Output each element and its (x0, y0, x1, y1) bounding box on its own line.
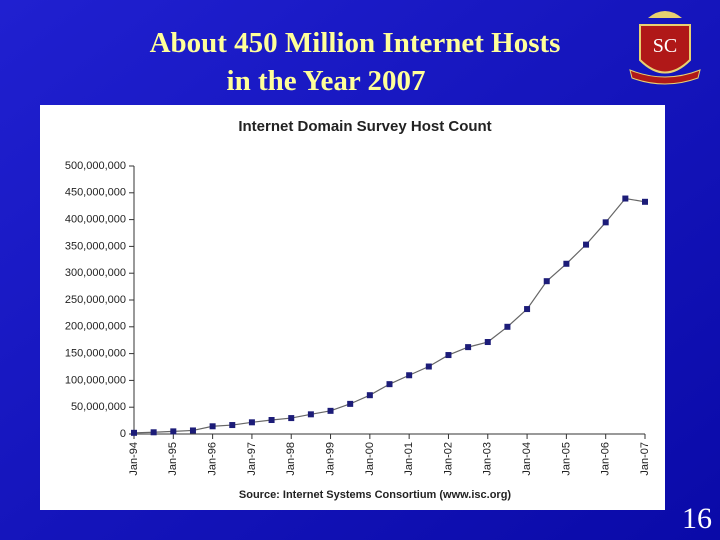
data-point (484, 339, 491, 346)
x-tick-label: Jan-99 (324, 442, 336, 476)
page-number: 16 (682, 502, 712, 535)
chart-source: Source: Internet Systems Consortium (www… (239, 489, 512, 501)
data-point (189, 427, 196, 434)
x-tick-label: Jan-94 (128, 442, 140, 476)
data-point (406, 372, 413, 379)
y-tick-label: 250,000,000 (65, 294, 126, 306)
data-point (248, 419, 255, 426)
data-point (642, 198, 648, 205)
x-tick-label: Jan-95 (167, 442, 179, 476)
data-point (386, 381, 393, 388)
y-tick-label: 100,000,000 (65, 374, 126, 386)
y-tick-label: 400,000,000 (65, 214, 126, 226)
data-point (504, 323, 511, 330)
data-point (131, 429, 137, 436)
plot: 0 50,000,000 100,000,000 150,000,000 200,000… (65, 160, 651, 476)
data-point (209, 423, 216, 430)
crest-logo: SC (629, 11, 701, 85)
data-point (288, 415, 295, 422)
data-point (563, 260, 570, 267)
data-point (307, 411, 314, 418)
x-tick-label: Jan-01 (403, 442, 415, 476)
chart-panel (40, 105, 665, 510)
data-point (425, 363, 432, 370)
y-tick-label: 50,000,000 (71, 401, 126, 413)
y-tick-label: 500,000,000 (65, 160, 126, 172)
data-point (445, 352, 452, 359)
data-point (327, 407, 334, 414)
y-tick-label: 300,000,000 (65, 267, 126, 279)
x-tick-label: Jan-04 (521, 442, 533, 476)
x-tick-label: Jan-05 (560, 442, 572, 476)
data-point (622, 195, 629, 202)
svg-text:SC: SC (653, 35, 677, 57)
x-tick-label: Jan-06 (600, 442, 612, 476)
x-tick-label: Jan-98 (285, 442, 297, 476)
y-tick-label: 150,000,000 (65, 348, 126, 360)
y-tick-label: 350,000,000 (65, 240, 126, 252)
y-tick-label: 0 (120, 428, 126, 440)
data-point (170, 428, 177, 435)
x-tick-label: Jan-97 (246, 442, 258, 476)
data-point (543, 278, 550, 285)
x-tick-label: Jan-00 (364, 442, 376, 476)
data-point (229, 422, 236, 429)
x-tick-label: Jan-02 (442, 442, 454, 476)
data-point (268, 417, 275, 424)
slide-title-line: in the Year 2007 (227, 65, 426, 97)
x-tick-label: Jan-03 (482, 442, 494, 476)
data-point (150, 429, 157, 436)
y-tick-label: 200,000,000 (65, 321, 126, 333)
data-point (465, 344, 472, 351)
data-point (583, 241, 590, 248)
x-tick-label: Jan-96 (207, 442, 219, 476)
data-point (366, 392, 373, 399)
x-tick-label: Jan-07 (639, 442, 651, 476)
y-tick-label: 450,000,000 (65, 187, 126, 199)
data-point (602, 219, 609, 226)
slide-title-line: About 450 Million Internet Hosts (150, 27, 561, 59)
chart-title: Internet Domain Survey Host Count (238, 118, 491, 135)
data-point (347, 400, 354, 407)
data-point (524, 306, 531, 313)
